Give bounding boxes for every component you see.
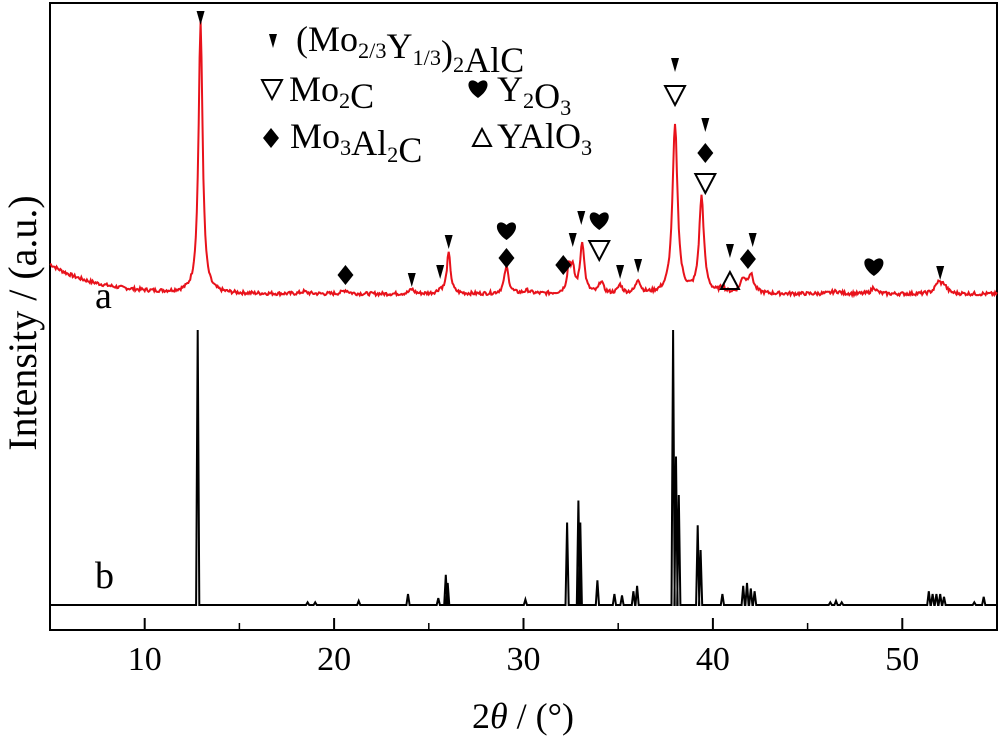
x-tick-label: 20 <box>317 641 351 678</box>
filled-triangle-marker <box>407 273 416 287</box>
filled-triangle-marker <box>568 233 577 247</box>
plot-layer: 10 20 30 40 50 a b <box>49 2 998 678</box>
legend-label: Y2O3 <box>497 69 571 120</box>
peak-annotation <box>864 258 884 276</box>
peak-annotation <box>616 265 625 279</box>
peak-annotation <box>748 233 757 247</box>
legend-label: YAlO3 <box>497 116 592 160</box>
legend-item: Mo3Al2C <box>263 116 422 170</box>
peak-annotation <box>587 212 611 263</box>
filled-triangle-marker <box>577 211 586 225</box>
x-tick-label: 30 <box>507 641 541 678</box>
diamond-marker <box>555 255 572 275</box>
y-axis-label: Intensity / (a.u.) <box>0 195 45 451</box>
trace-label-b: b <box>95 555 114 597</box>
legend-item: (Mo2/3Y1/3)2AlC <box>269 19 524 80</box>
delta-marker <box>719 269 741 290</box>
legend-label: Mo2C <box>289 69 374 116</box>
heart-marker <box>496 222 517 240</box>
diamond-marker <box>697 143 714 163</box>
peak-annotation <box>634 259 643 273</box>
x-axis-label: 2θ / (°) <box>472 696 574 736</box>
peak-annotation <box>719 244 741 290</box>
open-triangle-marker <box>663 85 687 108</box>
peak-annotation <box>577 211 586 225</box>
peak-annotation <box>496 222 517 268</box>
x-tick-label: 10 <box>128 641 162 678</box>
peak-annotation <box>568 233 577 247</box>
diamond-marker <box>739 249 756 269</box>
delta-marker <box>471 126 493 147</box>
heart-marker <box>864 258 884 276</box>
filled-triangle-marker <box>616 265 625 279</box>
peak-annotation <box>196 11 205 25</box>
heart-marker <box>468 80 488 98</box>
diamond-marker <box>337 265 354 285</box>
open-triangle-marker <box>587 240 611 263</box>
series-a-line <box>49 21 998 299</box>
peak-annotation <box>407 273 416 287</box>
filled-triangle-marker <box>936 266 945 280</box>
diamond-marker <box>498 248 515 268</box>
trace-label-a: a <box>95 275 112 317</box>
filled-triangle-marker <box>748 233 757 247</box>
legend-item: Y2O3 <box>468 69 571 120</box>
legend-label: Mo3Al2C <box>290 116 422 170</box>
peak-annotation <box>436 265 445 279</box>
filled-triangle-marker <box>701 118 710 132</box>
filled-triangle-marker <box>725 244 734 258</box>
series-b-line <box>50 329 997 606</box>
legend-item: Mo2C <box>260 69 374 116</box>
peak-annotation <box>693 118 717 196</box>
peak-annotation <box>739 249 756 269</box>
diamond-marker <box>263 128 279 148</box>
filled-triangle-marker <box>444 235 453 249</box>
legend-item: YAlO3 <box>471 116 592 160</box>
legend-label: (Mo2/3Y1/3)2AlC <box>296 19 524 80</box>
filled-triangle-marker <box>436 265 445 279</box>
peak-annotation <box>555 255 572 275</box>
x-tick-label: 40 <box>696 641 730 678</box>
peak-annotation <box>337 265 354 285</box>
filled-triangle-marker <box>269 34 277 48</box>
peak-annotation <box>444 235 453 249</box>
filled-triangle-marker <box>671 58 680 72</box>
filled-triangle-marker <box>196 11 205 25</box>
open-triangle-marker <box>693 173 717 196</box>
x-tick-label: 50 <box>885 641 919 678</box>
peak-annotation <box>936 266 945 280</box>
open-triangle-marker <box>260 79 284 102</box>
heart-marker <box>589 212 609 230</box>
filled-triangle-marker <box>634 259 643 273</box>
peak-annotation <box>663 58 687 108</box>
